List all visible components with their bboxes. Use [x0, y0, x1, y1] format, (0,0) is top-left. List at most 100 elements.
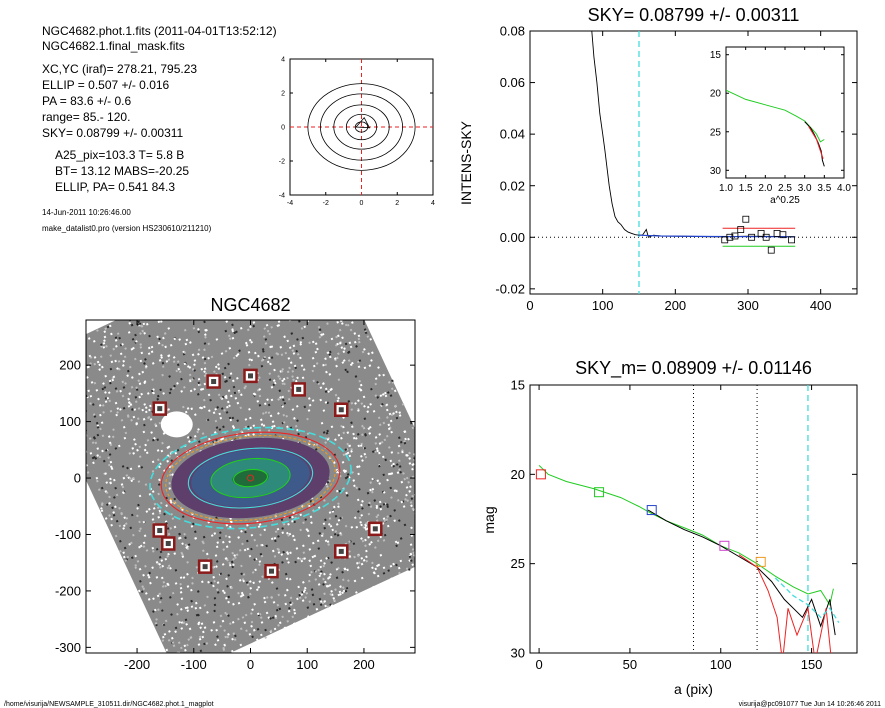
noise-dot	[324, 604, 327, 608]
noise-dot	[154, 622, 158, 625]
noise-dot	[213, 596, 217, 600]
noise-dot	[227, 317, 230, 320]
noise-dot	[355, 345, 358, 348]
noise-dot	[215, 545, 219, 549]
noise-dot	[382, 373, 385, 377]
noise-dot	[252, 324, 256, 328]
noise-dot	[215, 338, 219, 341]
info-line: A25_pix=103.3 T= 5.8 B	[55, 148, 184, 162]
noise-dot	[140, 466, 144, 469]
noise-dot	[221, 540, 225, 544]
noise-dot	[291, 349, 295, 352]
noise-dot	[225, 523, 229, 527]
noise-dot	[190, 599, 193, 603]
noise-dot	[121, 394, 125, 398]
noise-dot	[312, 258, 315, 261]
noise-dot	[124, 522, 128, 526]
noise-dot	[416, 565, 419, 568]
noise-dot	[337, 505, 340, 509]
noise-dot	[227, 595, 231, 599]
noise-dot	[235, 266, 238, 269]
noise-dot	[202, 398, 206, 402]
noise-dot	[96, 479, 99, 483]
noise-dot	[239, 406, 243, 410]
noise-dot	[363, 366, 367, 370]
noise-dot	[102, 341, 106, 345]
noise-dot	[351, 305, 354, 308]
noise-dot	[431, 502, 434, 505]
noise-dot	[330, 387, 333, 391]
noise-dot	[121, 465, 125, 468]
noise-dot	[261, 575, 264, 578]
noise-dot	[207, 342, 211, 346]
noise-dot	[166, 459, 169, 463]
noise-dot	[189, 436, 192, 439]
noise-dot	[114, 387, 118, 390]
noise-dot	[409, 421, 413, 425]
noise-dot	[112, 428, 115, 431]
noise-dot	[342, 359, 346, 362]
noise-dot	[336, 342, 339, 346]
noise-dot	[105, 345, 108, 348]
noise-dot	[247, 433, 250, 437]
noise-dot	[322, 522, 326, 526]
noise-dot	[391, 379, 394, 383]
noise-dot	[147, 346, 151, 350]
noise-dot	[357, 566, 360, 569]
noise-dot	[151, 546, 155, 550]
noise-dot	[149, 312, 152, 315]
noise-dot	[397, 566, 401, 570]
isophote-ellipse	[187, 447, 314, 509]
noise-dot	[142, 545, 146, 548]
noise-dot	[123, 516, 127, 520]
y-tick-label: 0.04	[500, 127, 525, 142]
mag-xlabel: a (pix)	[674, 681, 713, 697]
noise-dot	[228, 540, 232, 544]
noise-dot	[299, 236, 302, 239]
noise-dot	[82, 447, 85, 450]
noise-dot	[218, 428, 222, 431]
noise-dot	[304, 518, 308, 521]
noise-dot	[170, 303, 173, 306]
noise-dot	[370, 541, 373, 544]
noise-dot	[124, 431, 128, 435]
noise-dot	[280, 271, 283, 274]
noise-dot	[282, 421, 286, 424]
noise-dot	[319, 603, 323, 607]
mag-marker-square	[755, 556, 766, 567]
noise-dot	[270, 596, 274, 599]
noise-dot	[107, 435, 111, 438]
noise-dot	[359, 455, 363, 458]
inset-xlabel: a^0.25	[770, 195, 800, 206]
noise-dot	[100, 486, 104, 490]
noise-dot	[346, 442, 349, 446]
noise-dot	[307, 615, 310, 618]
noise-dot	[133, 357, 137, 361]
noise-dot	[355, 525, 359, 529]
noise-dot	[274, 614, 278, 618]
noise-dot	[187, 543, 191, 547]
noise-dot	[265, 611, 269, 615]
noise-dot	[248, 358, 252, 361]
contour-line	[333, 104, 390, 150]
noise-dot	[296, 353, 300, 356]
info-line: NGC4682.1.final_mask.fits	[42, 39, 185, 53]
noise-dot	[389, 564, 393, 568]
noise-dot	[305, 591, 309, 595]
noise-dot	[71, 395, 74, 398]
noise-dot	[216, 440, 220, 443]
sky-sample-square	[773, 230, 781, 237]
noise-dot	[440, 548, 443, 551]
noise-dot	[111, 435, 115, 439]
y-tick-label: 30	[511, 646, 525, 661]
noise-dot	[115, 390, 119, 393]
plot-frame	[529, 30, 858, 295]
noise-dot	[224, 534, 228, 538]
noise-dot	[389, 394, 393, 397]
noise-dot	[390, 430, 393, 434]
noise-dot	[334, 294, 337, 297]
noise-dot	[286, 254, 289, 257]
noise-dot	[264, 411, 268, 414]
noise-dot	[380, 440, 384, 444]
